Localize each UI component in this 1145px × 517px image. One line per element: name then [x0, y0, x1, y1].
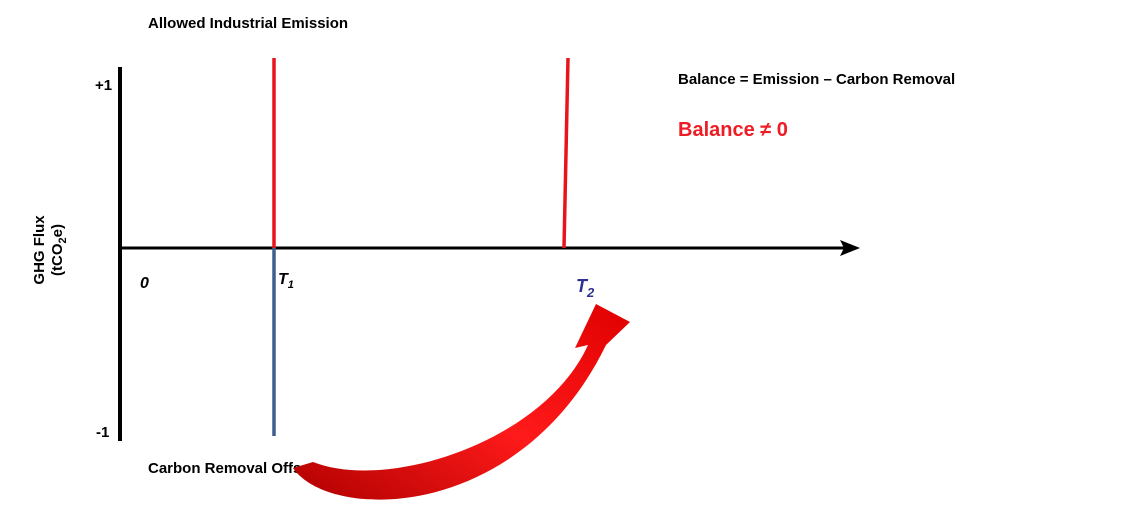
- unit-pre: (tCO: [49, 243, 66, 276]
- title: Allowed Industrial Emission: [148, 15, 348, 32]
- balance: Balance ≠ 0: [678, 119, 788, 141]
- unit-sub: 2: [57, 237, 69, 243]
- y-axis-title-line1: GHG Flux: [31, 215, 48, 285]
- origin-label: 0: [140, 275, 149, 292]
- x-axis-arrow: [840, 240, 860, 256]
- t2-label: T2: [576, 276, 595, 300]
- t1-label: T1: [278, 271, 294, 291]
- y-axis-title-line2: (tCO2e): [49, 224, 69, 276]
- t2-text: T: [576, 276, 589, 296]
- t2-sub: 2: [586, 285, 595, 300]
- y-axis-title: GHG Flux (tCO2e): [31, 215, 69, 285]
- transfer-arrow: [293, 304, 630, 500]
- unit-post: e): [49, 224, 66, 237]
- emission-line-t2: [562, 57, 570, 249]
- t1-text: T: [278, 271, 289, 288]
- y-bottom-label: -1: [96, 424, 109, 441]
- equation: Balance = Emission – Carbon Removal: [678, 71, 955, 88]
- t1-sub: 1: [288, 279, 294, 291]
- bottom-label: Carbon Removal Offset: [148, 460, 315, 477]
- y-top-label: +1: [95, 77, 112, 94]
